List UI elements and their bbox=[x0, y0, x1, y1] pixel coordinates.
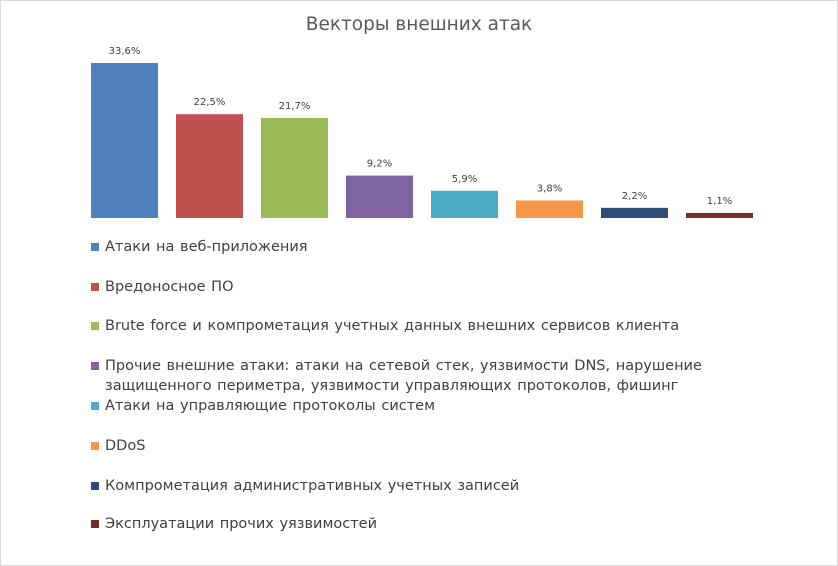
legend-label-3: Brute force и компрометация учетных данн… bbox=[105, 318, 680, 334]
legend-item-4: Прочие внешние атаки: атаки на сетевой с… bbox=[91, 356, 791, 396]
data-label-4: 9,2% bbox=[367, 159, 392, 170]
legend-swatch-8 bbox=[91, 520, 99, 528]
bar-5 bbox=[431, 190, 498, 218]
legend-label-7: Компрометация административных учетных з… bbox=[105, 478, 520, 494]
legend-item-2: Вредоносное ПО bbox=[91, 277, 791, 297]
legend-swatch-7 bbox=[91, 482, 99, 490]
legend-item-8: Эксплуатации прочих уязвимостей bbox=[91, 514, 791, 534]
data-label-3: 21,7% bbox=[279, 101, 311, 112]
legend-swatch-5 bbox=[91, 402, 99, 410]
legend-item-3: Brute force и компрометация учетных данн… bbox=[91, 316, 791, 336]
bar-4 bbox=[346, 175, 413, 218]
legend-label-6: DDoS bbox=[105, 438, 146, 454]
legend-item-5: Атаки на управляющие протоколы систем bbox=[91, 396, 791, 416]
legend-item-1: Атаки на веб-приложения bbox=[91, 237, 791, 257]
bar-7 bbox=[601, 207, 668, 218]
data-labels-group: 33,6% 22,5% 21,7% 9,2% 5,9% 3,8% 2,2% 1,1% bbox=[109, 46, 733, 207]
bar-2 bbox=[176, 114, 243, 218]
data-label-1: 33,6% bbox=[109, 46, 141, 57]
legend-item-7: Компрометация административных учетных з… bbox=[91, 476, 791, 496]
data-label-2: 22,5% bbox=[194, 97, 226, 108]
data-label-7: 2,2% bbox=[622, 191, 647, 202]
legend-swatch-4 bbox=[91, 362, 99, 370]
legend-swatch-1 bbox=[91, 243, 99, 251]
bars-group bbox=[91, 63, 753, 218]
data-label-8: 1,1% bbox=[707, 196, 732, 207]
legend-label-5: Атаки на управляющие протоколы систем bbox=[105, 398, 436, 414]
legend-label-4: Прочие внешние атаки: атаки на сетевой с… bbox=[105, 358, 702, 394]
legend-swatch-6 bbox=[91, 442, 99, 450]
data-label-6: 3,8% bbox=[537, 183, 562, 194]
chart-title: Векторы внешних атак bbox=[305, 14, 533, 35]
bar-3 bbox=[261, 117, 328, 218]
data-label-5: 5,9% bbox=[452, 174, 477, 185]
legend-label-1: Атаки на веб-приложения bbox=[105, 239, 308, 255]
bar-8 bbox=[686, 212, 753, 218]
legend-item-6: DDoS bbox=[91, 436, 791, 456]
bar-6 bbox=[516, 200, 583, 218]
legend-label-2: Вредоносное ПО bbox=[105, 279, 234, 295]
legend-label-8: Эксплуатации прочих уязвимостей bbox=[105, 516, 378, 532]
legend-swatch-2 bbox=[91, 283, 99, 291]
bar-1 bbox=[91, 63, 158, 218]
legend-swatch-3 bbox=[91, 322, 99, 330]
